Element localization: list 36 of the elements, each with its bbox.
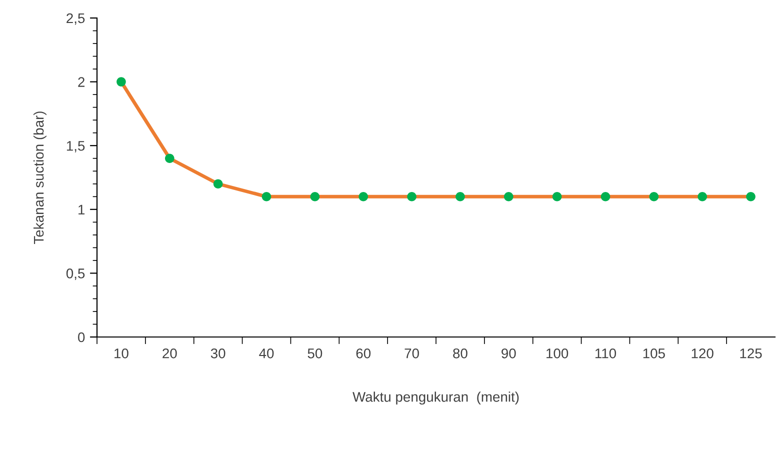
y-axis-title: Tekanan suction (bar) bbox=[33, 112, 46, 244]
y-tick-label: 1,5 bbox=[66, 141, 85, 152]
point bbox=[504, 192, 514, 202]
x-tick-label: 60 bbox=[356, 348, 371, 358]
x-tick-label: 40 bbox=[259, 348, 274, 358]
x-tick-label: 20 bbox=[162, 348, 177, 358]
y-tick-label: 0 bbox=[78, 332, 85, 342]
x-tick-label: 50 bbox=[308, 348, 322, 358]
x-tick-label: 80 bbox=[453, 348, 468, 358]
x-tick-label: 105 bbox=[643, 348, 665, 358]
point bbox=[698, 192, 708, 202]
x-tick-label: 120 bbox=[692, 348, 714, 358]
point bbox=[600, 192, 610, 202]
point bbox=[213, 179, 223, 189]
x-axis-title: Waktu pengukuran (menit) bbox=[352, 392, 519, 405]
x-tick-label: 90 bbox=[502, 348, 516, 358]
point bbox=[649, 192, 659, 202]
x-tick-label: 125 bbox=[740, 348, 762, 358]
x-tick-label: 30 bbox=[210, 348, 226, 358]
point bbox=[262, 192, 272, 202]
y-tick-label: 0,5 bbox=[66, 268, 85, 280]
point bbox=[552, 192, 562, 202]
point bbox=[746, 192, 756, 202]
point bbox=[116, 77, 126, 86]
point bbox=[358, 192, 368, 202]
point bbox=[310, 192, 320, 202]
point bbox=[407, 192, 416, 202]
x-tick-label: 10 bbox=[114, 348, 128, 358]
x-tick-label: 70 bbox=[404, 348, 419, 358]
y-tick-label: 2 bbox=[78, 77, 84, 87]
x-tick-label: 110 bbox=[595, 348, 616, 358]
point bbox=[456, 192, 465, 202]
x-tick-label: 100 bbox=[546, 348, 568, 358]
y-tick-label: 2,5 bbox=[66, 13, 85, 25]
y-tick-label: 1 bbox=[78, 204, 85, 214]
point bbox=[164, 154, 174, 164]
